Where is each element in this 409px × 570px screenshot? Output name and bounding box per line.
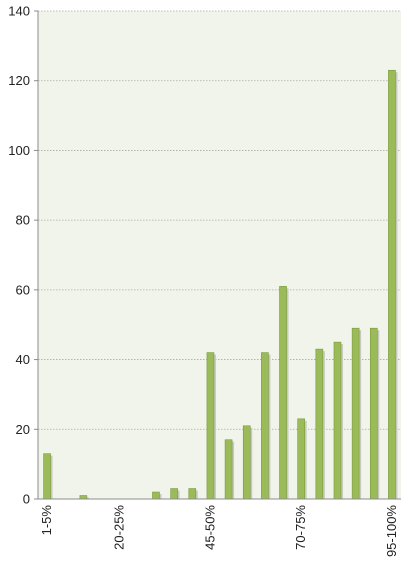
bars bbox=[43, 69, 396, 500]
bar bbox=[279, 286, 287, 500]
y-tick-label: 100 bbox=[8, 143, 30, 158]
x-tick-label: 20-25% bbox=[112, 505, 127, 550]
bar bbox=[261, 352, 269, 500]
y-tick-label: 20 bbox=[16, 422, 30, 437]
bar bbox=[315, 348, 324, 500]
bar bbox=[152, 491, 160, 500]
bar bbox=[170, 488, 178, 500]
bar bbox=[369, 327, 378, 500]
y-tick-label: 60 bbox=[16, 282, 30, 297]
bar bbox=[188, 488, 197, 500]
gridlines bbox=[38, 10, 401, 430]
x-tick-labels: 1-5% 20-25% 45-50% 70-75% 95-100% bbox=[39, 505, 399, 557]
x-tick-label: 95-100% bbox=[384, 505, 399, 557]
y-tick-label: 140 bbox=[8, 4, 30, 19]
bar bbox=[333, 341, 342, 500]
bar bbox=[43, 453, 51, 500]
bar bbox=[242, 425, 251, 500]
bar bbox=[206, 352, 215, 500]
bar bbox=[297, 418, 305, 500]
y-tick-label: 40 bbox=[16, 352, 30, 367]
y-tick-label: 120 bbox=[8, 73, 30, 88]
y-tick-label: 80 bbox=[16, 213, 30, 228]
x-tick-label: 45-50% bbox=[202, 505, 217, 550]
bar bbox=[224, 439, 233, 500]
bar bbox=[388, 69, 396, 500]
y-tick-labels: 0 20 40 60 80 100 120 140 bbox=[8, 4, 38, 507]
bar bbox=[79, 495, 88, 500]
bar bbox=[351, 327, 360, 500]
y-tick-label: 0 bbox=[23, 492, 30, 507]
x-tick-label: 70-75% bbox=[293, 505, 308, 550]
x-tick-label: 1-5% bbox=[39, 505, 54, 536]
plot-area bbox=[38, 11, 401, 499]
